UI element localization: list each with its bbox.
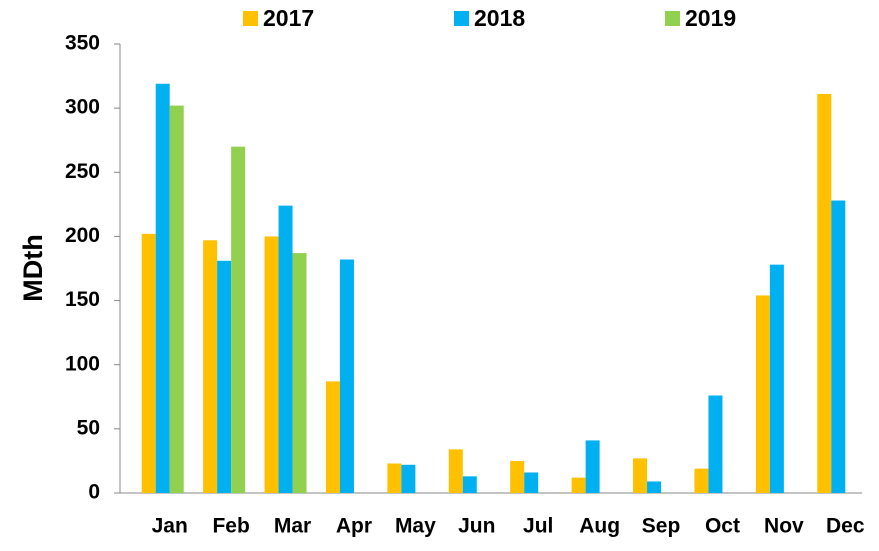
bar [769, 264, 784, 493]
bar [264, 236, 279, 493]
bar [292, 253, 307, 493]
x-tick-label: Apr [336, 515, 372, 538]
bar [231, 146, 246, 493]
bar [755, 295, 770, 493]
x-tick-label: Jan [152, 515, 188, 538]
bar [278, 205, 293, 493]
legend-swatch [243, 11, 258, 26]
bar [141, 233, 156, 493]
bar [203, 240, 218, 493]
y-tick-label: 200 [65, 224, 100, 247]
bar [633, 458, 648, 493]
bar [401, 464, 416, 493]
x-tick-label: May [395, 515, 436, 538]
x-tick-label: Feb [212, 515, 249, 538]
bar [510, 460, 525, 493]
bar [831, 200, 846, 493]
y-tick-label: 100 [65, 352, 100, 375]
x-tick-label: Sep [642, 515, 681, 538]
bar [694, 468, 709, 493]
bar [339, 259, 354, 493]
x-tick-label: Jul [523, 515, 553, 538]
y-tick-label: 50 [77, 416, 100, 439]
x-tick-label: Aug [579, 515, 620, 538]
bar [585, 440, 600, 493]
y-axis-label: MDth [18, 234, 48, 301]
x-tick-label: Mar [274, 515, 311, 538]
legend-label: 2018 [474, 5, 525, 31]
legend-swatch [665, 11, 680, 26]
bar [217, 260, 232, 493]
legend-label: 2017 [263, 5, 314, 31]
bar [524, 472, 539, 493]
bar [169, 105, 184, 493]
bar [387, 463, 402, 493]
bar [817, 94, 832, 493]
y-tick-label: 300 [65, 96, 100, 119]
y-tick-label: 350 [65, 32, 100, 55]
x-tick-label: Dec [826, 515, 865, 538]
x-tick-label: Nov [764, 515, 804, 538]
bar [325, 381, 340, 493]
x-tick-label: Jun [458, 515, 495, 538]
legend-label: 2019 [685, 5, 736, 31]
bar [647, 481, 662, 493]
x-tick-label: Oct [705, 515, 740, 538]
bar [448, 449, 463, 493]
bar [708, 395, 723, 493]
bar [571, 477, 586, 493]
bar [155, 83, 170, 494]
bar [462, 476, 477, 493]
legend-swatch [454, 11, 469, 26]
y-tick-label: 250 [65, 160, 100, 183]
y-tick-label: 150 [65, 288, 100, 311]
y-tick-label: 0 [88, 481, 100, 504]
